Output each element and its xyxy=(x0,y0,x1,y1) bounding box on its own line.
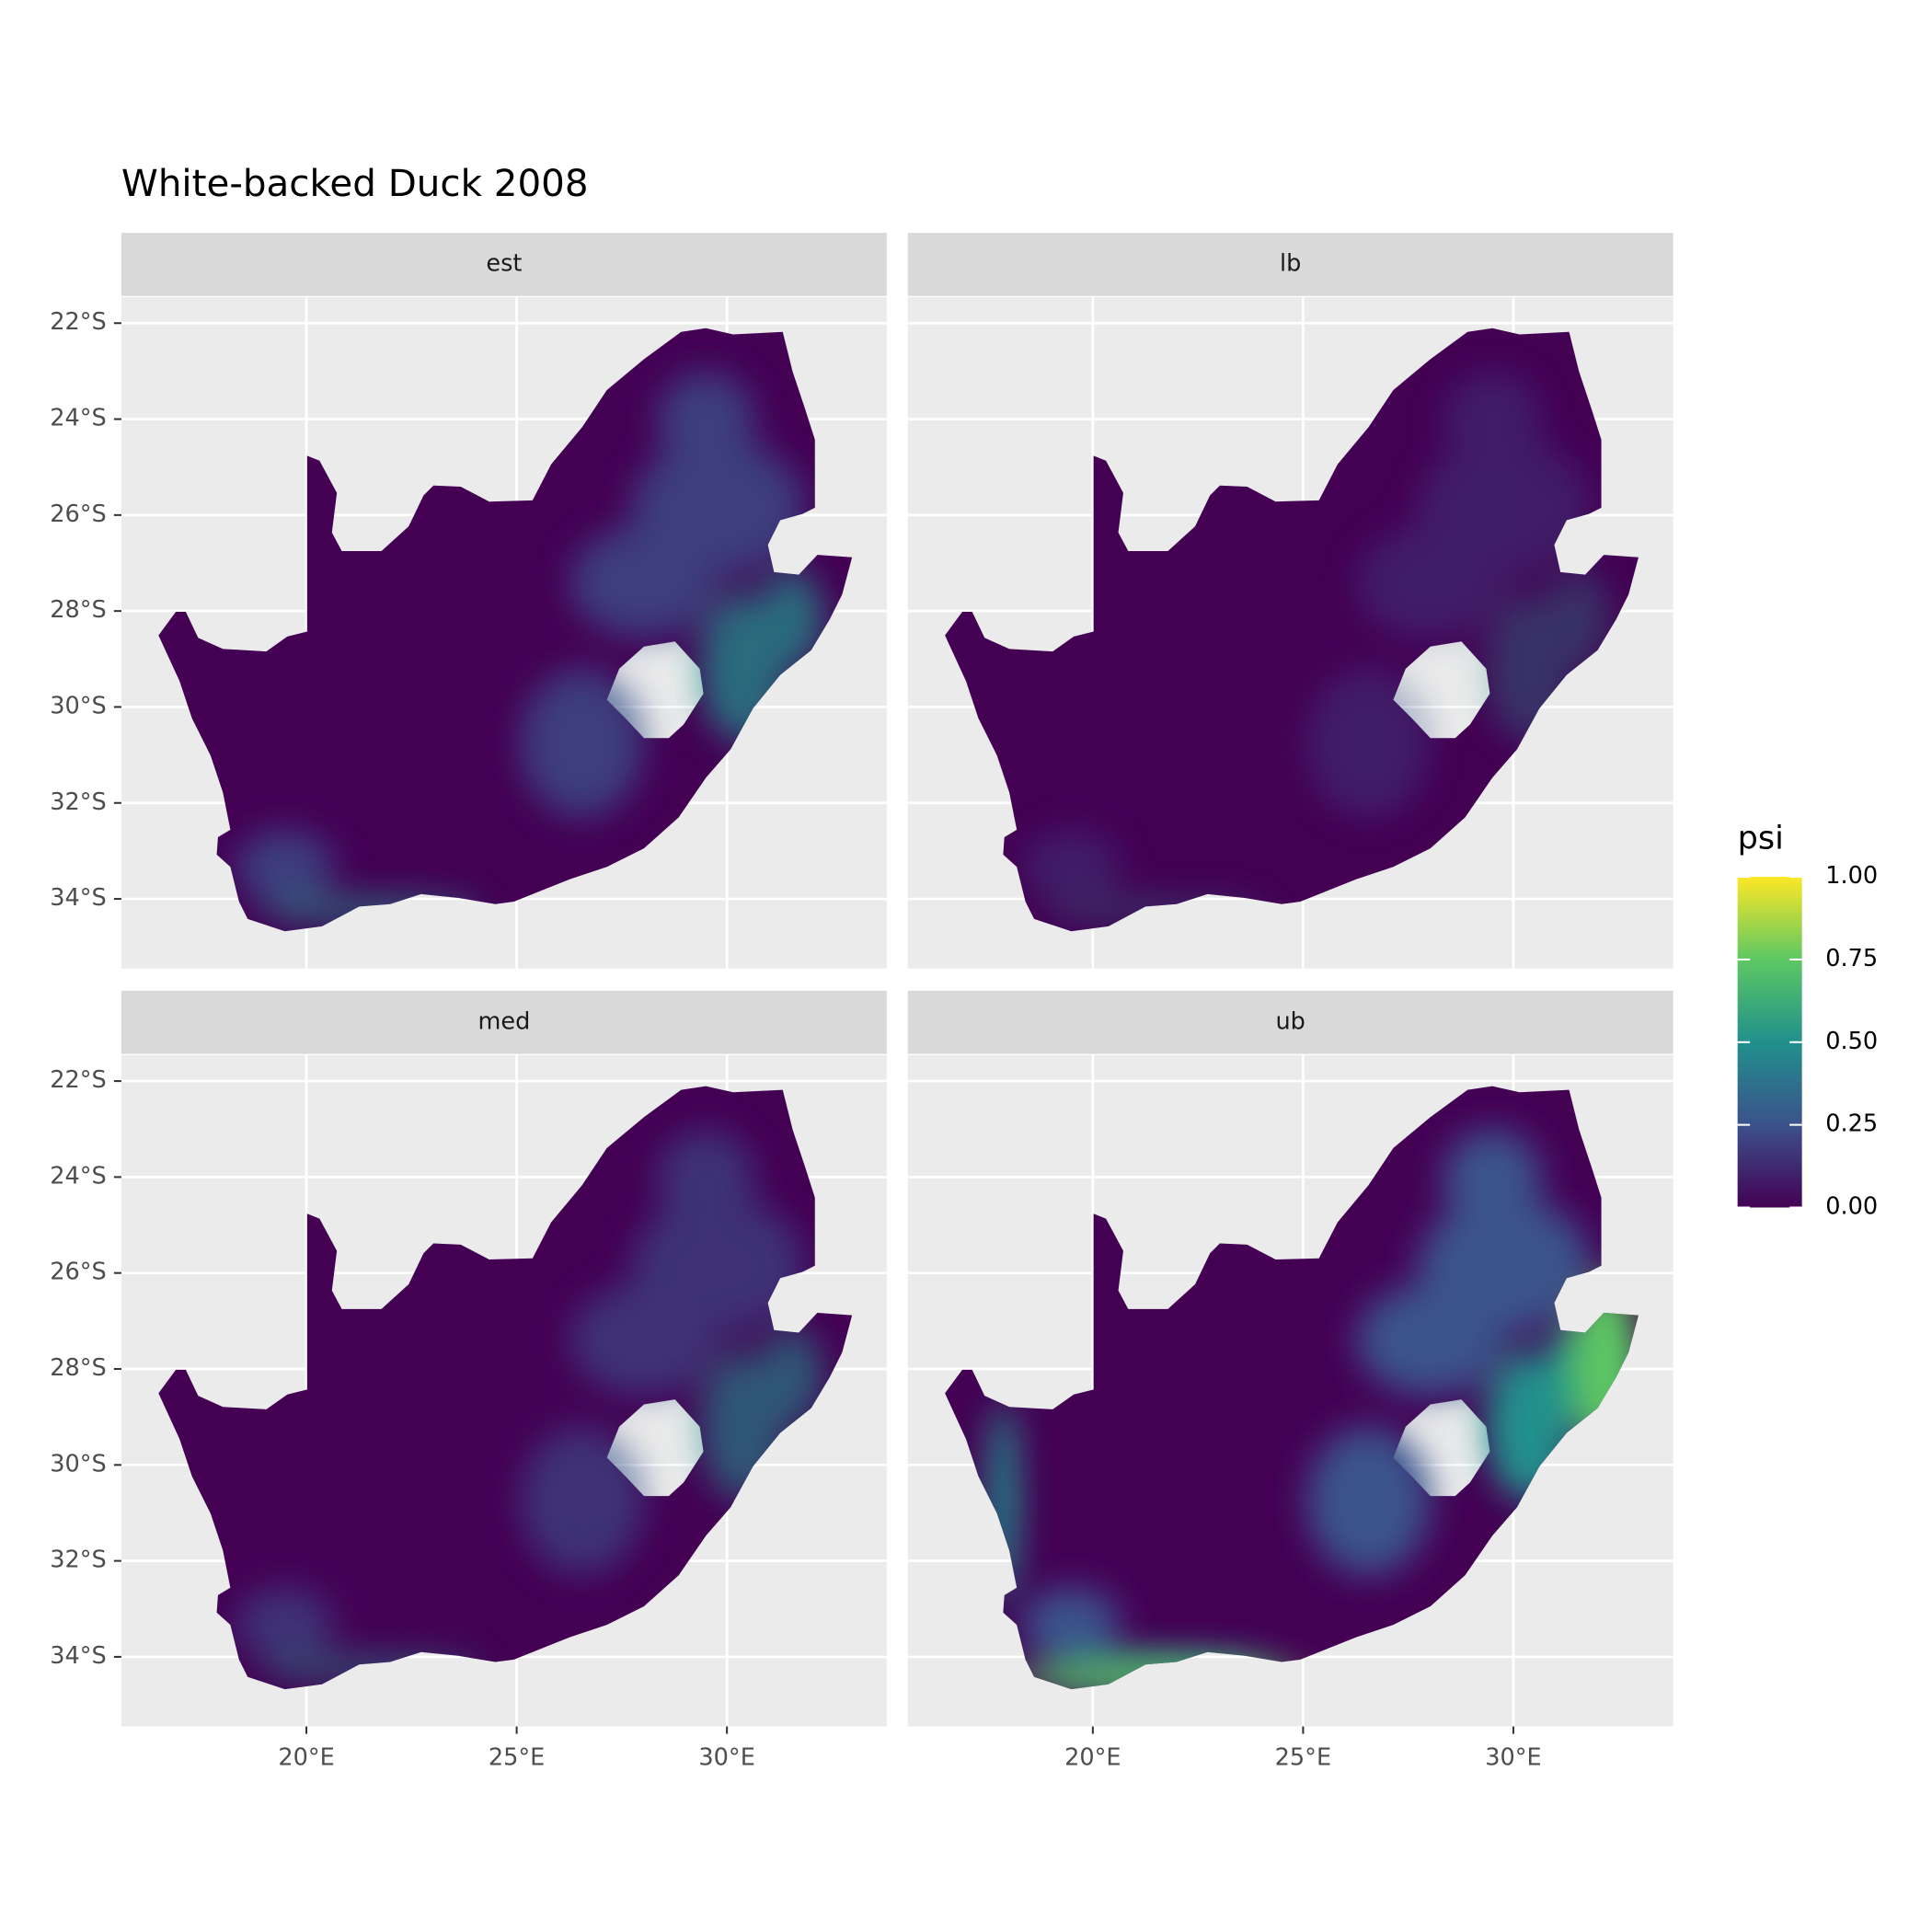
legend-title: psi xyxy=(1738,821,1784,857)
legend-tick-label: 0.25 xyxy=(1825,1110,1878,1138)
chart-title: White-backed Duck 2008 xyxy=(121,162,589,205)
strip-background xyxy=(121,233,887,296)
y-tick-label: 30°S xyxy=(50,692,107,719)
x-tick-label: 30°E xyxy=(698,1744,754,1772)
strip-background xyxy=(121,990,887,1054)
strip-background xyxy=(907,990,1673,1054)
y-tick-label: 34°S xyxy=(50,884,107,912)
y-tick-label: 26°S xyxy=(50,500,107,528)
y-tick-label: 28°S xyxy=(50,596,107,624)
y-tick-label: 32°S xyxy=(50,1547,107,1574)
facet-panel: ub 20°E 25°E 30°E xyxy=(907,990,1673,1772)
y-tick-label: 34°S xyxy=(50,1642,107,1670)
facet-panel: est 22°S 24°S 26°S 28°S 30°S 32°S 34°S xyxy=(50,233,887,969)
facet-panel: lb xyxy=(907,233,1673,969)
y-tick-label: 28°S xyxy=(50,1354,107,1382)
facet-panel: med 20°E 25°E 30°E 22°S 24°S 26°S 28°S 30°S 32°S 3… xyxy=(50,990,887,1772)
y-tick-label: 22°S xyxy=(50,308,107,336)
x-tick-label: 20°E xyxy=(1064,1744,1121,1772)
strip-background xyxy=(907,233,1673,296)
legend-tick-label: 0.75 xyxy=(1825,945,1878,972)
x-tick-label: 20°E xyxy=(278,1744,334,1772)
y-tick-label: 22°S xyxy=(50,1066,107,1094)
strip-label: ub xyxy=(1275,1007,1305,1035)
legend-tick-label: 1.00 xyxy=(1825,862,1878,890)
y-tick-label: 24°S xyxy=(50,1162,107,1190)
y-tick-label: 32°S xyxy=(50,788,107,816)
legend-tick-label: 0.50 xyxy=(1825,1028,1878,1055)
y-tick-label: 26°S xyxy=(50,1259,107,1286)
x-tick-label: 25°E xyxy=(489,1744,545,1772)
strip-label: est xyxy=(486,249,522,277)
legend-tick-label: 0.00 xyxy=(1825,1193,1878,1221)
x-tick-label: 25°E xyxy=(1275,1744,1331,1772)
strip-label: lb xyxy=(1280,249,1301,277)
x-tick-label: 30°E xyxy=(1485,1744,1541,1772)
y-tick-label: 24°S xyxy=(50,405,107,432)
y-tick-label: 30°S xyxy=(50,1450,107,1478)
strip-label: med xyxy=(477,1007,530,1035)
